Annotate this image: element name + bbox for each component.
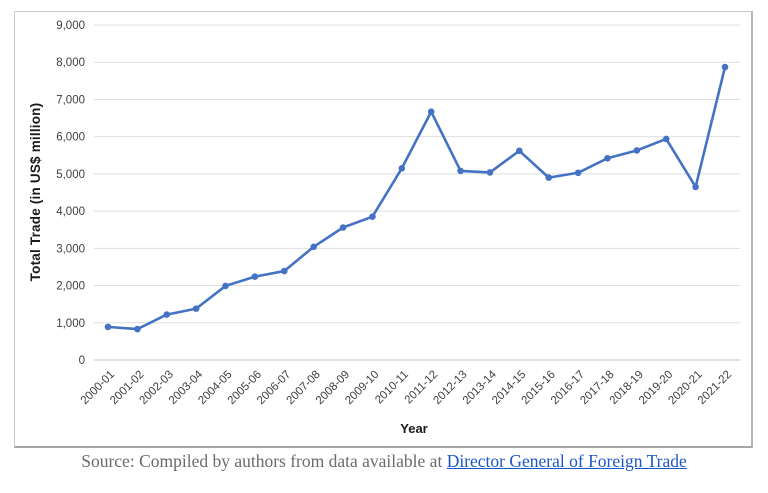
x-axis-title: Year [400, 421, 428, 436]
y-tick-label: 8,000 [56, 57, 85, 69]
data-point-marker [104, 323, 112, 331]
data-point-marker [163, 311, 171, 318]
y-axis-title: Total Trade (in US$ million) [28, 102, 43, 282]
source-caption: Source: Compiled by authors from data av… [0, 451, 768, 472]
y-tick-label: 4,000 [56, 206, 85, 218]
y-tick-label: 2,000 [56, 281, 85, 293]
y-tick-label: 3,000 [56, 243, 85, 255]
data-point-marker [222, 282, 229, 290]
data-point-marker [192, 305, 200, 312]
y-tick-label: 5,000 [56, 169, 85, 181]
y-tick-label: 0 [79, 355, 85, 367]
y-tick-label: 6,000 [56, 132, 85, 144]
chart-frame: 0 1,000 2,000 3,000 4,000 5,000 6,000 7,000 8,00… [14, 11, 753, 448]
y-tick-label: 9,000 [56, 20, 85, 32]
source-caption-text: Source: Compiled by authors from data av… [81, 451, 447, 471]
data-point-marker [516, 147, 523, 155]
data-point-marker [251, 273, 259, 280]
data-point-marker [574, 169, 582, 177]
data-point-marker [339, 224, 347, 231]
data-point-marker [398, 165, 406, 172]
y-tick-label: 1,000 [56, 318, 85, 330]
data-point-marker [457, 167, 464, 175]
trend-line [106, 65, 727, 331]
data-point-marker [280, 267, 288, 275]
source-link[interactable]: Director General of Foreign Trade [446, 451, 687, 471]
data-point-marker [427, 108, 435, 116]
data-point-marker [692, 183, 699, 191]
line-chart: 0 1,000 2,000 3,000 4,000 5,000 6,000 7,000 8,00… [56, 20, 740, 407]
data-point-marker [721, 63, 729, 71]
data-point-marker [369, 213, 376, 220]
data-point-marker [604, 154, 611, 162]
data-point-marker [310, 243, 317, 251]
data-point-marker [134, 325, 141, 333]
data-point-marker [662, 135, 670, 143]
data-point-marker [545, 174, 553, 181]
data-point-marker [486, 169, 494, 176]
data-point-marker [633, 147, 641, 154]
y-tick-label: 7,000 [56, 94, 85, 106]
